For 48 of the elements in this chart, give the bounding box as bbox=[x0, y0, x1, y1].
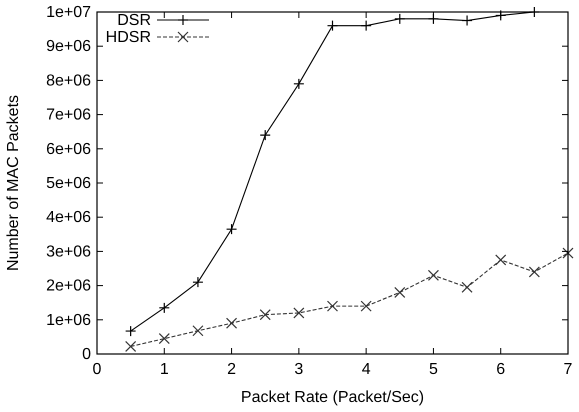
point bbox=[495, 254, 506, 266]
point bbox=[192, 325, 204, 336]
legend-label: HDSR bbox=[106, 29, 151, 46]
y-tick-label: 1e+06 bbox=[46, 312, 92, 329]
point bbox=[394, 286, 406, 298]
y-tick-label: 9e+06 bbox=[46, 38, 92, 56]
x-tick-label: 5 bbox=[428, 361, 438, 378]
y-tick-label: 1e+07 bbox=[46, 4, 92, 21]
point bbox=[125, 340, 136, 352]
point bbox=[226, 318, 238, 329]
y-tick-label: 5e+06 bbox=[46, 175, 92, 192]
point bbox=[192, 276, 204, 288]
point bbox=[326, 300, 338, 312]
y-tick-label: 6e+06 bbox=[46, 140, 92, 158]
x-tick-label: 7 bbox=[564, 361, 573, 378]
x-tick-label: 3 bbox=[294, 361, 304, 378]
x-tick-label: 6 bbox=[496, 361, 506, 378]
point bbox=[293, 307, 304, 319]
point bbox=[394, 13, 406, 24]
x-tick-label: 2 bbox=[227, 361, 236, 378]
point bbox=[428, 270, 440, 281]
point bbox=[158, 302, 170, 314]
x-tick-label: 1 bbox=[160, 361, 169, 378]
y-tick-label: 8e+06 bbox=[46, 72, 92, 90]
point bbox=[293, 78, 304, 90]
point bbox=[562, 248, 574, 259]
y-tick-label: 2e+06 bbox=[46, 278, 92, 295]
y-tick-label: 3e+06 bbox=[46, 243, 92, 260]
point bbox=[461, 14, 473, 26]
point bbox=[158, 333, 170, 344]
y-tick-label: 0 bbox=[82, 346, 92, 363]
x-tick-label: 0 bbox=[92, 361, 102, 378]
y-tick-label: 7e+06 bbox=[46, 106, 92, 124]
point bbox=[260, 130, 271, 141]
x-axis-title: Packet Rate (Packet/Sec) bbox=[240, 389, 424, 406]
point bbox=[226, 224, 238, 235]
point bbox=[461, 282, 473, 293]
y-axis-title: Number of MAC Packets bbox=[5, 94, 22, 272]
x-tick-label: 4 bbox=[362, 361, 371, 378]
point bbox=[528, 266, 540, 278]
point bbox=[125, 325, 136, 337]
point bbox=[360, 300, 372, 312]
point bbox=[495, 10, 506, 22]
point bbox=[326, 20, 338, 32]
point bbox=[360, 20, 372, 32]
y-tick-label: 4e+06 bbox=[46, 209, 92, 226]
point bbox=[260, 309, 271, 320]
legend-label: DSR bbox=[117, 12, 151, 29]
